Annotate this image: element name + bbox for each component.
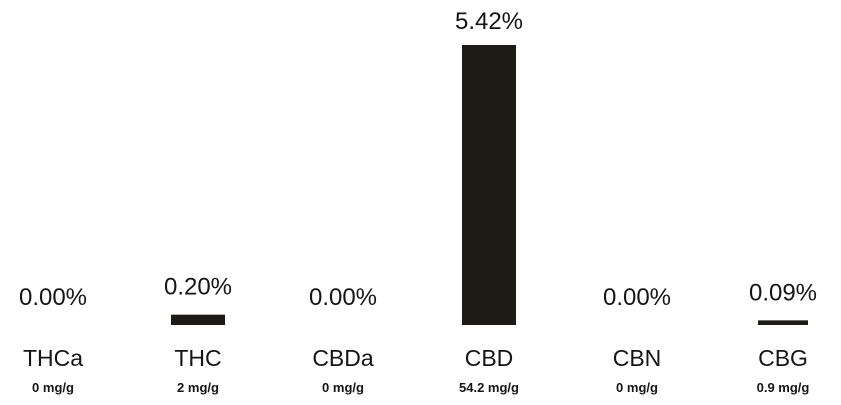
category-label-cbg: CBG	[758, 345, 808, 371]
category-label-thc: THC	[174, 345, 221, 371]
value-label-cbd: 5.42%	[455, 8, 523, 35]
bar-cbd	[462, 45, 516, 325]
sublabel-cbd: 54.2 mg/g	[459, 380, 519, 395]
value-label-cbn: 0.00%	[603, 284, 671, 311]
value-label-cbda: 0.00%	[309, 284, 377, 311]
bar-cbg	[758, 320, 808, 325]
sublabel-thca: 0 mg/g	[32, 380, 74, 395]
value-label-thc: 0.20%	[164, 274, 232, 301]
sublabel-cbda: 0 mg/g	[322, 380, 364, 395]
value-label-cbg: 0.09%	[749, 279, 817, 306]
labels-group: 0.00% THCa 0 mg/g 0.20% THC 2 mg/g 0.00% CBDa 0 …	[19, 8, 817, 395]
bar-thc	[171, 314, 225, 325]
sublabel-cbn: 0 mg/g	[616, 380, 658, 395]
sublabel-thc: 2 mg/g	[177, 380, 219, 395]
category-label-cbda: CBDa	[312, 345, 374, 371]
category-label-cbd: CBD	[465, 345, 514, 371]
value-label-thca: 0.00%	[19, 284, 87, 311]
category-label-cbn: CBN	[613, 345, 662, 371]
category-label-thca: THCa	[23, 345, 83, 371]
bars-group	[171, 45, 808, 325]
sublabel-cbg: 0.9 mg/g	[757, 380, 810, 395]
